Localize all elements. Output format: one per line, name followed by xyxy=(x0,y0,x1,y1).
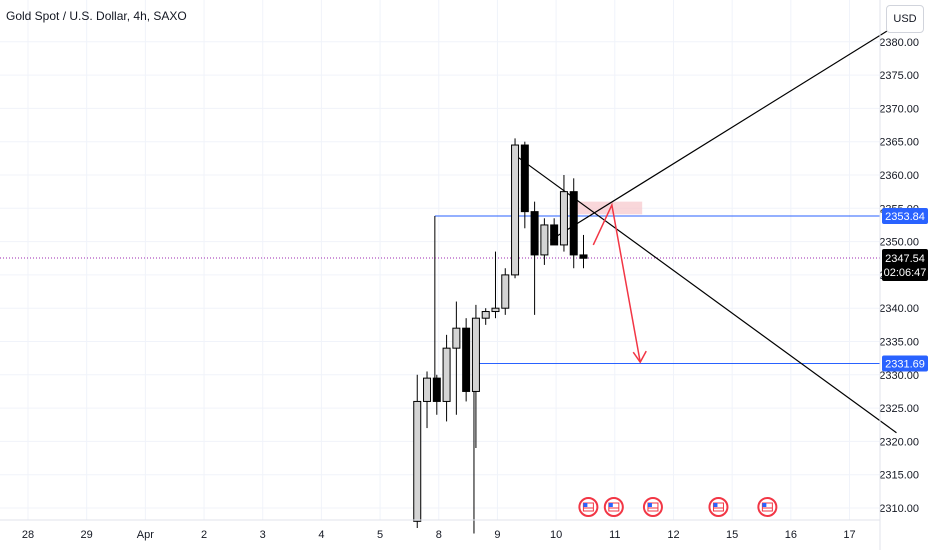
candle-body xyxy=(540,224,549,256)
y-tick-label: 2330.00 xyxy=(879,370,919,382)
flag-canton xyxy=(762,503,767,507)
price-badge-label: 2353.84 xyxy=(885,211,925,223)
x-tick-label: 28 xyxy=(22,529,34,541)
x-tick-label: 16 xyxy=(785,529,797,541)
x-tick-label: 12 xyxy=(667,529,679,541)
price-badges: 2353.84 2331.69 2347.54 02:06:47 xyxy=(882,208,928,372)
x-tick-label: 11 xyxy=(609,529,620,541)
candle-body xyxy=(432,377,441,402)
x-tick-label: 15 xyxy=(726,529,738,541)
trendline xyxy=(549,24,897,241)
candle xyxy=(462,318,471,402)
candle xyxy=(481,308,490,325)
candle xyxy=(432,374,441,415)
y-tick-label: 2315.00 xyxy=(879,470,919,482)
candle xyxy=(569,178,578,269)
time-axis[interactable]: 28 29 Apr 2 3 4 5 8 9 10 11 12 15 16 17 xyxy=(0,519,880,541)
us-event-icon xyxy=(642,497,663,517)
candle xyxy=(520,141,529,229)
candle xyxy=(511,138,520,279)
current-price-badge xyxy=(882,248,928,281)
candle xyxy=(491,251,500,319)
y-tick-label: 2380.00 xyxy=(879,37,919,49)
arrow-layer xyxy=(592,202,647,364)
y-tick-label: 2370.00 xyxy=(879,103,919,115)
candle xyxy=(540,218,549,265)
candle-body xyxy=(491,307,500,313)
x-tick-label: 17 xyxy=(843,529,855,541)
us-event-icon xyxy=(708,497,729,517)
x-tick-label: 4 xyxy=(318,529,324,541)
candle-body xyxy=(579,254,588,259)
candle-body xyxy=(413,400,422,522)
candle xyxy=(530,201,539,315)
flag-canton xyxy=(713,503,718,507)
candle xyxy=(452,301,461,415)
x-tick-label: 8 xyxy=(436,529,442,541)
flag-canton xyxy=(608,503,613,507)
y-tick-label: 2335.00 xyxy=(879,337,919,349)
us-event-icon xyxy=(757,497,778,517)
candle-body xyxy=(442,347,451,402)
candle-body xyxy=(481,311,490,319)
candle xyxy=(471,304,480,449)
candle-body xyxy=(530,211,539,256)
candle-body xyxy=(511,144,520,276)
current-price-label: 2347.54 xyxy=(885,253,925,265)
candle xyxy=(413,374,422,528)
flag-canton xyxy=(583,503,588,507)
grid xyxy=(0,0,880,520)
candle-body xyxy=(423,377,432,402)
arrow-head xyxy=(632,350,647,364)
candle xyxy=(423,371,432,429)
candle-body xyxy=(559,191,568,246)
candle xyxy=(442,334,451,422)
flag-canton xyxy=(647,503,652,507)
x-tick-label: Apr xyxy=(137,529,154,541)
candle-body xyxy=(569,191,578,256)
candle xyxy=(550,218,559,246)
projection-arrow xyxy=(592,202,641,363)
price-badge xyxy=(882,208,928,225)
y-tick-label: 2310.00 xyxy=(879,503,919,515)
x-tick-label: 5 xyxy=(377,529,383,541)
countdown-label: 02:06:47 xyxy=(884,267,927,279)
x-tick-label: 2 xyxy=(201,529,207,541)
candle-body xyxy=(520,144,529,213)
y-tick-label: 2360.00 xyxy=(879,170,919,182)
currency-button[interactable]: USD xyxy=(886,5,924,33)
y-tick-label: 2365.00 xyxy=(879,137,919,149)
y-tick-label: 2375.00 xyxy=(879,70,919,82)
price-badge xyxy=(882,355,928,372)
x-tick-label: 29 xyxy=(81,529,93,541)
us-event-icon xyxy=(578,497,599,517)
x-tick-label: 9 xyxy=(494,529,500,541)
candle xyxy=(559,175,568,252)
candle-body xyxy=(462,327,471,392)
us-event-icon xyxy=(603,497,624,517)
candles xyxy=(413,138,588,528)
y-tick-label: 2350.00 xyxy=(879,237,919,249)
event-flags xyxy=(578,497,778,517)
candle-body xyxy=(550,224,559,246)
candle xyxy=(501,268,510,315)
x-tick-label: 10 xyxy=(550,529,562,541)
y-tick-label: 2325.00 xyxy=(879,403,919,415)
y-tick-label: 2320.00 xyxy=(879,436,919,448)
y-tick-label: 2340.00 xyxy=(879,303,919,315)
candle-body xyxy=(471,317,480,392)
candle-body xyxy=(452,327,461,349)
chart-title: Gold Spot / U.S. Dollar, 4h, SAXO xyxy=(6,9,187,23)
candle xyxy=(579,234,588,269)
price-badge-label: 2331.69 xyxy=(885,359,925,371)
candle-body xyxy=(501,274,510,309)
x-tick-label: 3 xyxy=(260,529,266,541)
